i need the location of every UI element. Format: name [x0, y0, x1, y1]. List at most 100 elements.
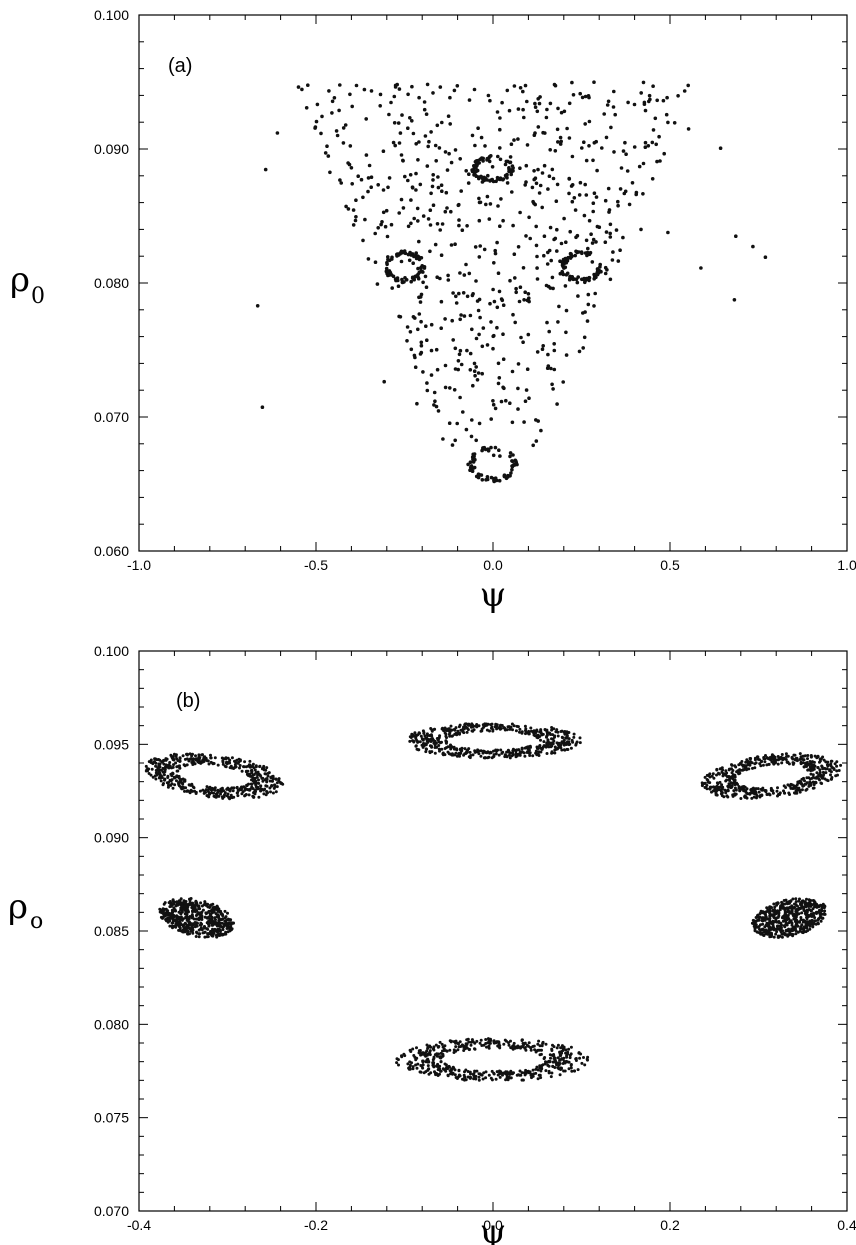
island-point	[149, 758, 153, 762]
chaotic-point	[514, 290, 518, 295]
island-point	[731, 777, 735, 781]
island-point	[796, 930, 800, 934]
island-point	[232, 767, 236, 770]
chaotic-point	[406, 178, 410, 183]
chaotic-point	[532, 133, 537, 137]
chaotic-point	[361, 238, 365, 243]
island-point	[180, 781, 184, 785]
island-point	[771, 909, 775, 913]
island-point	[172, 775, 176, 779]
island-point	[209, 756, 213, 760]
chaotic-point	[483, 144, 487, 148]
island-point	[508, 756, 512, 760]
island-point	[496, 1073, 500, 1077]
island-point	[243, 793, 247, 797]
island-point	[754, 916, 758, 919]
island-point	[480, 1044, 484, 1047]
island-point	[715, 789, 719, 793]
chaotic-point	[538, 95, 542, 99]
chaotic-point	[452, 388, 457, 392]
island-point	[188, 899, 192, 903]
island-point	[523, 1046, 527, 1049]
island-point	[792, 914, 796, 918]
chaotic-point	[555, 182, 560, 187]
island-point	[479, 473, 484, 477]
island-point	[545, 752, 549, 755]
chaotic-point	[533, 202, 537, 207]
island-point	[444, 739, 448, 743]
chaotic-point	[618, 187, 623, 191]
chaotic-point	[583, 122, 587, 126]
island-point	[715, 784, 719, 788]
chaotic-point	[432, 390, 437, 395]
island-point	[575, 280, 580, 285]
chaotic-point	[600, 146, 604, 150]
chaotic-point	[477, 196, 481, 201]
chaotic-point	[586, 292, 591, 297]
island-point	[543, 1062, 547, 1066]
island-point	[248, 787, 252, 791]
chaotic-point	[450, 318, 455, 323]
island-point	[823, 909, 827, 913]
island-point	[796, 924, 799, 928]
island-point	[515, 724, 519, 728]
island-point	[733, 786, 737, 790]
island-point	[451, 1071, 455, 1075]
chaotic-point	[477, 332, 481, 337]
island-point	[199, 901, 203, 905]
island-point	[821, 755, 825, 759]
chaotic-point	[436, 175, 440, 179]
island-point	[214, 912, 218, 916]
island-point	[825, 767, 829, 771]
island-point	[182, 907, 186, 911]
chaotic-point	[419, 319, 423, 324]
chaotic-point	[417, 239, 421, 244]
island-point	[788, 784, 792, 788]
island-point	[485, 1045, 488, 1049]
island-point	[157, 767, 160, 771]
island-point	[501, 177, 506, 181]
chaotic-point	[426, 144, 431, 149]
island-point	[791, 897, 795, 901]
island-point	[550, 728, 554, 732]
island-point	[497, 448, 501, 453]
island-point	[478, 1041, 482, 1045]
island-point	[466, 462, 470, 467]
chaotic-point	[493, 251, 498, 256]
chaotic-point	[480, 175, 484, 180]
island-point	[213, 788, 217, 792]
chaotic-point	[502, 386, 506, 391]
chaotic-point	[446, 273, 450, 278]
chaotic-point	[447, 421, 452, 426]
island-point	[187, 783, 191, 787]
island-point	[498, 176, 503, 180]
island-point	[811, 925, 815, 929]
island-point	[531, 754, 535, 758]
island-point	[765, 763, 769, 767]
chaotic-point	[414, 142, 419, 146]
island-point	[812, 902, 816, 906]
chaotic-point	[551, 176, 556, 181]
island-point	[433, 751, 437, 755]
chaotic-point	[522, 298, 526, 302]
chaotic-point	[550, 275, 555, 280]
island-point	[163, 770, 167, 774]
island-point	[492, 1039, 496, 1043]
chaotic-point	[414, 188, 418, 192]
island-point	[497, 1045, 501, 1048]
island-point	[403, 251, 408, 256]
island-point	[502, 1071, 506, 1075]
island-point	[240, 792, 244, 796]
island-point	[443, 753, 447, 757]
chaotic-point	[474, 279, 478, 283]
chaotic-point	[477, 297, 482, 302]
chaotic-point	[561, 380, 565, 384]
island-point	[560, 1050, 564, 1053]
chaotic-point	[454, 294, 458, 299]
chaotic-point	[339, 181, 344, 185]
island-point	[428, 1050, 432, 1054]
island-point	[163, 778, 166, 782]
chaotic-point	[403, 276, 407, 280]
chaotic-point	[575, 233, 580, 238]
chaotic-point	[392, 121, 397, 125]
